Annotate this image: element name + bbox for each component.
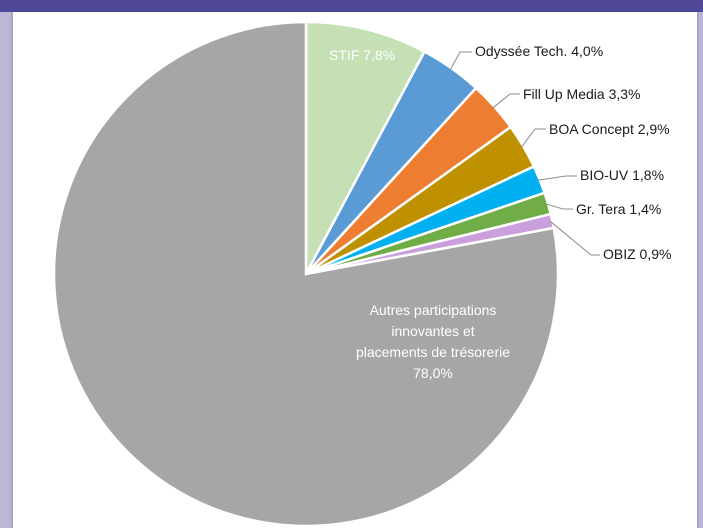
data-label-obiz: OBIZ 0,9% [603,246,671,262]
data-label-fill-up-media: Fill Up Media 3,3% [523,86,641,102]
leader-line-obiz [550,221,600,256]
data-label-bio-uv: BIO-UV 1,8% [580,167,664,183]
pie-chart: STIF 7,8% Odyssée Tech. 4,0% Fill Up Media… [52,20,671,528]
data-label-odyssee-tech: Odyssée Tech. 4,0% [475,43,603,59]
title-bar [0,0,703,12]
leader-line-fill-up-media [492,93,520,109]
data-label-boa-concept: BOA Concept 2,9% [549,121,670,137]
data-label-gr-tera: Gr. Tera 1,4% [576,201,661,217]
data-label-autres-participations-innovantes-et-placements-de-tresorerie: Autres participations innovantes et placem… [356,302,510,381]
leader-line-gr-tera [545,203,573,210]
leader-line-boa-concept [521,128,546,148]
chart-panel: STIF 7,8% Odyssée Tech. 4,0% Fill Up Media… [13,12,697,528]
pie-slice-stif [304,20,427,275]
leader-line-bio-uv [537,175,577,181]
leader-line-odyssee-tech [449,51,472,71]
data-label-stif: STIF 7,8% [329,47,395,63]
pie-slice-autres-participations-innovantes-et-placements-de-tresorerie [52,20,560,528]
